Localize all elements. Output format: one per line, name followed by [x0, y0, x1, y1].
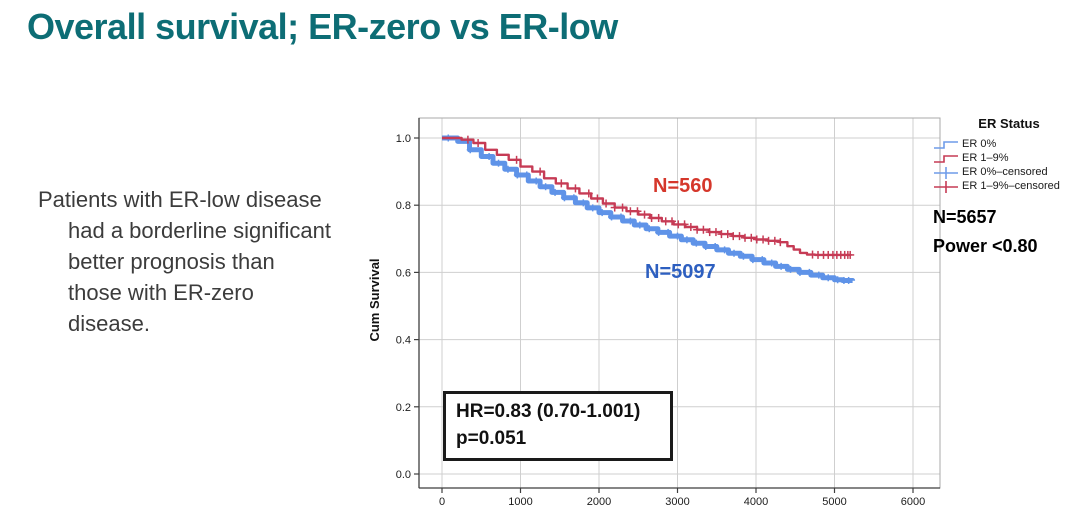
er-low-count-label: N=560 — [653, 175, 713, 197]
power-label: Power <0.80 — [933, 236, 1038, 256]
x-tick-label: 1000 — [508, 496, 532, 508]
chart-legend: ER Status ER 0% ER 1–9% ER 0%–censored E… — [933, 116, 1079, 257]
legend-item-label: ER 1–9%–censored — [962, 180, 1060, 192]
y-axis-title: Cum Survival — [367, 258, 382, 341]
x-tick-label: 4000 — [744, 496, 768, 508]
plot-frame — [418, 117, 941, 489]
hazard-ratio-line: HR=0.83 (0.70-1.001) — [456, 401, 641, 422]
p-value-line: p=0.051 — [456, 428, 527, 449]
x-tick-label: 2000 — [587, 496, 611, 508]
step-line-icon — [934, 154, 958, 163]
axis-ticks: 0 1000 2000 3000 4000 5000 6000 0.0 0.2 0.4 0.6 0.8… — [396, 133, 926, 508]
y-tick-label: 0.2 — [396, 402, 411, 414]
legend-item-er0-censored: ER 0%–censored — [933, 165, 1079, 179]
summary-line: better prognosis than — [68, 249, 275, 274]
y-tick-label: 0.0 — [396, 469, 411, 481]
step-line-icon — [934, 140, 958, 149]
x-tick-label: 5000 — [822, 496, 846, 508]
legend-item-er0: ER 0% — [933, 137, 1079, 151]
er-zero-curve — [442, 134, 856, 284]
summary-line: Patients with ER-low disease — [38, 187, 322, 212]
censor-marks — [444, 134, 853, 284]
hazard-ratio-box: HR=0.83 (0.70-1.001) p=0.051 — [443, 391, 673, 461]
censor-marks — [463, 135, 855, 259]
y-tick-label: 1.0 — [396, 133, 411, 145]
censor-plus-icon — [934, 180, 958, 193]
censor-plus-icon — [934, 166, 958, 179]
summary-line: had a borderline significant — [68, 218, 331, 243]
km-survival-chart: Cum Survival 0 1000 2000 3000 4000 5000 6000 0.… — [360, 100, 945, 509]
legend-item-er19: ER 1–9% — [933, 151, 1079, 165]
km-survival-plot: Cum Survival 0 1000 2000 3000 4000 5000 6000 0.… — [367, 117, 941, 508]
legend-title: ER Status — [978, 116, 1040, 131]
page-title: Overall survival; ER-zero vs ER-low — [27, 6, 618, 47]
gridlines — [419, 118, 940, 488]
survival-step-line — [442, 135, 856, 283]
er-low-curve — [442, 135, 855, 259]
survival-step-line — [442, 136, 851, 257]
total-n-label: N=5657 — [933, 207, 997, 227]
legend-item-label: ER 1–9% — [962, 152, 1009, 164]
summary-line: disease. — [68, 311, 150, 336]
summary-line: those with ER-zero — [68, 280, 254, 305]
y-tick-label: 0.6 — [396, 267, 411, 279]
y-tick-label: 0.4 — [396, 335, 411, 347]
x-tick-label: 3000 — [665, 496, 689, 508]
legend-item-label: ER 0% — [962, 138, 997, 150]
legend-item-label: ER 0%–censored — [962, 166, 1048, 178]
legend-item-er19-censored: ER 1–9%–censored — [933, 179, 1079, 193]
y-tick-label: 0.8 — [396, 200, 411, 212]
er-zero-count-label: N=5097 — [645, 261, 716, 283]
x-tick-label: 6000 — [901, 496, 925, 508]
x-tick-label: 0 — [439, 496, 445, 508]
summary-text-block: Patients with ER-low disease had a borde… — [38, 184, 331, 339]
